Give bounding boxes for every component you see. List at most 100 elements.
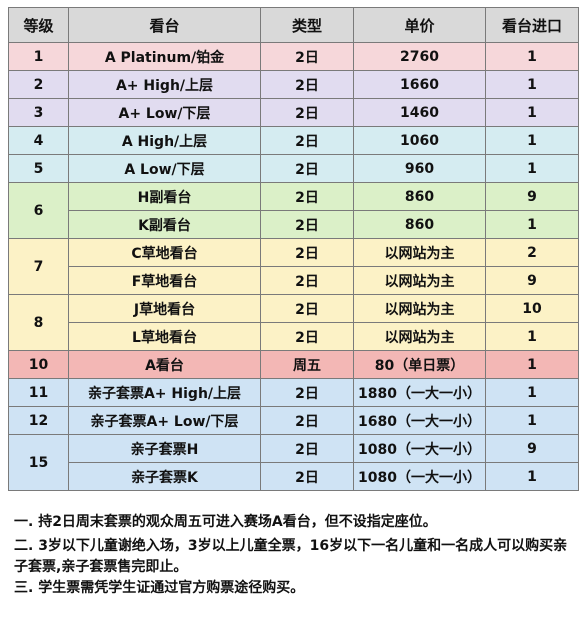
type-cell: 2日 <box>260 322 354 351</box>
table-row: 10 A看台 周五 80（单日票） 1 <box>8 350 579 379</box>
price-cell: 1460 <box>353 98 486 127</box>
type-cell: 2日 <box>260 294 354 323</box>
grade-cell: 6 <box>8 182 69 239</box>
grade-cell: 12 <box>8 406 69 435</box>
grade-cell: 3 <box>8 98 69 127</box>
stand-cell: F草地看台 <box>68 266 261 295</box>
gate-cell: 9 <box>485 266 579 295</box>
gate-cell: 10 <box>485 294 579 323</box>
type-cell: 2日 <box>260 406 354 435</box>
table-row: 5 A Low/下层 2日 960 1 <box>8 154 579 183</box>
table-row: K副看台 2日 860 1 <box>8 210 579 239</box>
header-price: 单价 <box>353 7 486 43</box>
stand-cell: A+ Low/下层 <box>68 98 261 127</box>
stand-cell: K副看台 <box>68 210 261 239</box>
table-header-row: 等级 看台 类型 单价 看台进口 <box>8 7 579 43</box>
gate-cell: 1 <box>485 378 579 407</box>
note-item: 一. 持2日周末套票的观众周五可进入赛场A看台，但不设指定座位。 <box>14 514 437 530</box>
gate-cell: 9 <box>485 434 579 463</box>
stand-cell: 亲子套票H <box>68 434 261 463</box>
gate-cell: 1 <box>485 350 579 379</box>
type-cell: 2日 <box>260 126 354 155</box>
gate-cell: 1 <box>485 42 579 71</box>
price-cell: 1680（一大一小） <box>353 406 486 435</box>
table-row: 8 J草地看台 2日 以网站为主 10 <box>8 294 579 351</box>
table-row: F草地看台 2日 以网站为主 9 <box>8 266 579 295</box>
stand-cell: L草地看台 <box>68 322 261 351</box>
table-row: 15 亲子套票H 2日 1080（一大一小） 9 <box>8 434 579 491</box>
gate-cell: 9 <box>485 182 579 211</box>
header-gate: 看台进口 <box>485 7 579 43</box>
table-row: 12 亲子套票A+ Low/下层 2日 1680（一大一小） 1 <box>8 406 579 435</box>
table-row: 11 亲子套票A+ High/上层 2日 1880（一大一小） 1 <box>8 378 579 407</box>
price-cell: 860 <box>353 210 486 239</box>
note-item: 二. 3岁以下儿童谢绝入场，3岁以上儿童全票，16岁以下一名儿童和一名成人可以购… <box>14 538 568 575</box>
price-cell: 2760 <box>353 42 486 71</box>
grade-cell: 5 <box>8 154 69 183</box>
grade-cell: 1 <box>8 42 69 71</box>
price-cell: 860 <box>353 182 486 211</box>
type-cell: 2日 <box>260 210 354 239</box>
price-cell: 1060 <box>353 126 486 155</box>
stand-cell: 亲子套票A+ High/上层 <box>68 378 261 407</box>
table-row: 1 A Platinum/铂金 2日 2760 1 <box>8 42 579 71</box>
price-cell: 以网站为主 <box>353 294 486 323</box>
gate-cell: 1 <box>485 126 579 155</box>
price-cell: 80（单日票） <box>353 350 486 379</box>
grade-cell: 4 <box>8 126 69 155</box>
type-cell: 2日 <box>260 98 354 127</box>
price-cell: 1080（一大一小） <box>353 434 486 463</box>
type-cell: 2日 <box>260 266 354 295</box>
type-cell: 2日 <box>260 70 354 99</box>
stand-cell: J草地看台 <box>68 294 261 323</box>
header-stand: 看台 <box>68 7 261 43</box>
gate-cell: 1 <box>485 154 579 183</box>
price-cell: 960 <box>353 154 486 183</box>
type-cell: 2日 <box>260 238 354 267</box>
header-grade: 等级 <box>8 7 69 43</box>
type-cell: 2日 <box>260 182 354 211</box>
gate-cell: 1 <box>485 210 579 239</box>
stand-cell: A Platinum/铂金 <box>68 42 261 71</box>
gate-cell: 1 <box>485 70 579 99</box>
price-cell: 1080（一大一小） <box>353 462 486 491</box>
ticket-price-table: 等级 看台 类型 单价 看台进口 1 A Platinum/铂金 2日 2760… <box>8 7 579 491</box>
grade-cell: 2 <box>8 70 69 99</box>
type-cell: 2日 <box>260 434 354 463</box>
table-row: 亲子套票K 2日 1080（一大一小） 1 <box>8 462 579 491</box>
note-item: 三. 学生票需凭学生证通过官方购票途径购买。 <box>14 580 305 596</box>
grade-cell: 10 <box>8 350 69 379</box>
price-cell: 以网站为主 <box>353 238 486 267</box>
table-row: 6 H副看台 2日 860 9 <box>8 182 579 239</box>
type-cell: 2日 <box>260 154 354 183</box>
table-row: 3 A+ Low/下层 2日 1460 1 <box>8 98 579 127</box>
gate-cell: 1 <box>485 98 579 127</box>
grade-cell: 7 <box>8 238 69 295</box>
type-cell: 2日 <box>260 42 354 71</box>
stand-cell: C草地看台 <box>68 238 261 267</box>
table-row: 7 C草地看台 2日 以网站为主 2 <box>8 238 579 295</box>
stand-cell: A看台 <box>68 350 261 379</box>
gate-cell: 1 <box>485 406 579 435</box>
type-cell: 2日 <box>260 462 354 491</box>
stand-cell: 亲子套票K <box>68 462 261 491</box>
notes-section: 一. 持2日周末套票的观众周五可进入赛场A看台，但不设指定座位。 二. 3岁以下… <box>14 512 579 599</box>
table-row: 4 A High/上层 2日 1060 1 <box>8 126 579 155</box>
table-row: L草地看台 2日 以网站为主 1 <box>8 322 579 351</box>
price-cell: 1880（一大一小） <box>353 378 486 407</box>
price-cell: 1660 <box>353 70 486 99</box>
stand-cell: H副看台 <box>68 182 261 211</box>
type-cell: 2日 <box>260 378 354 407</box>
price-cell: 以网站为主 <box>353 322 486 351</box>
grade-cell: 15 <box>8 434 69 491</box>
gate-cell: 1 <box>485 462 579 491</box>
stand-cell: A High/上层 <box>68 126 261 155</box>
gate-cell: 1 <box>485 322 579 351</box>
stand-cell: A+ High/上层 <box>68 70 261 99</box>
type-cell: 周五 <box>260 350 354 379</box>
stand-cell: 亲子套票A+ Low/下层 <box>68 406 261 435</box>
gate-cell: 2 <box>485 238 579 267</box>
grade-cell: 11 <box>8 378 69 407</box>
stand-cell: A Low/下层 <box>68 154 261 183</box>
header-type: 类型 <box>260 7 354 43</box>
